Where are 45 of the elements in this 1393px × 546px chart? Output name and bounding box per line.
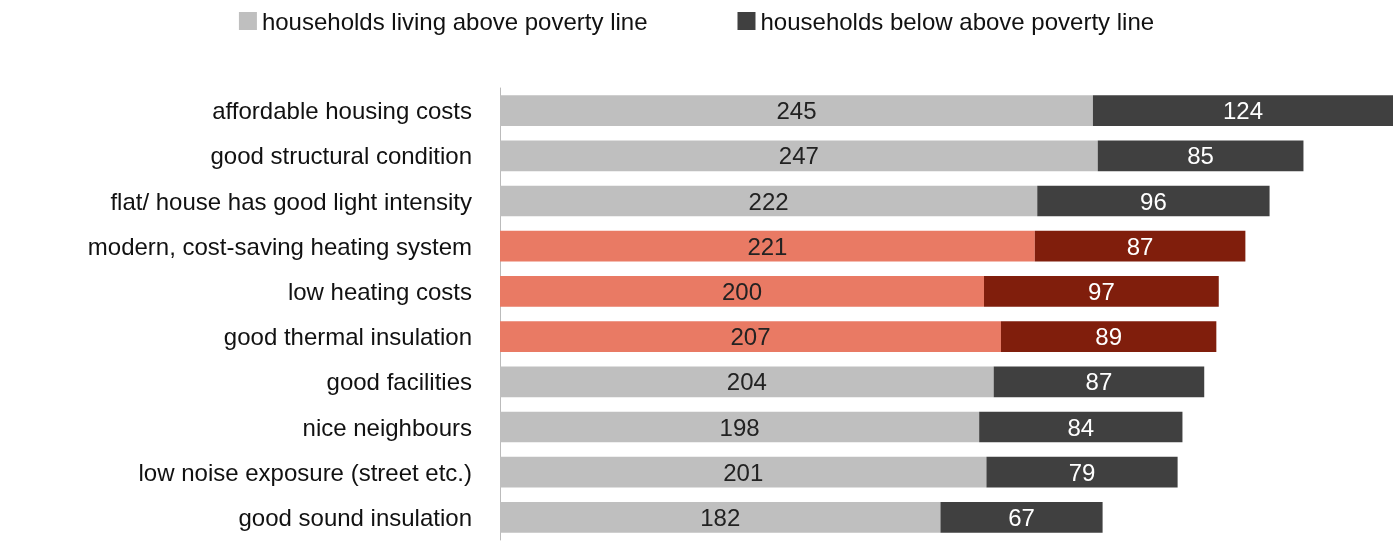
y-tick-label: modern, cost-saving heating system [87, 232, 472, 260]
y-tick-label: flat/ house has good light intensity [110, 187, 472, 215]
data-label: 200 [721, 277, 763, 305]
bar [500, 230, 1035, 262]
bar [500, 276, 985, 307]
y-tick-label: low noise exposure (street etc.) [138, 458, 472, 486]
data-label: 87 [1085, 368, 1113, 396]
data-label: 124 [1222, 97, 1263, 125]
data-label: 79 [1068, 458, 1096, 486]
data-label: 245 [776, 97, 817, 125]
y-tick-label: low heating costs [287, 277, 472, 305]
y-tick-label: good facilities [326, 368, 472, 396]
y-tick-label: nice neighbours [302, 413, 472, 441]
data-label: 96 [1140, 187, 1167, 215]
legend-label: households living above poverty line [261, 7, 648, 35]
bar [1034, 230, 1246, 262]
data-label: 182 [700, 503, 741, 531]
bar [1037, 185, 1270, 217]
data-label: 222 [748, 187, 789, 215]
bar [993, 366, 1205, 398]
bar [984, 276, 1219, 307]
bar [979, 411, 1183, 443]
data-label: 97 [1088, 277, 1115, 305]
data-label: 84 [1067, 413, 1095, 441]
legend-label: households below above poverty line [760, 7, 1155, 35]
data-label: 204 [726, 368, 767, 396]
data-label: 87 [1126, 232, 1154, 260]
bar [1097, 140, 1304, 172]
data-label: 221 [747, 232, 788, 260]
data-label: 247 [778, 142, 819, 170]
data-label: 89 [1095, 323, 1122, 351]
bar [1000, 321, 1217, 352]
data-label: 85 [1187, 142, 1214, 170]
data-label: 201 [723, 458, 764, 486]
y-tick-label: affordable housing costs [212, 97, 472, 125]
data-label: 198 [719, 413, 760, 441]
bar [986, 456, 1178, 488]
bar [1092, 95, 1393, 126]
bar [500, 321, 1001, 352]
y-tick-label: good sound insulation [238, 503, 472, 531]
data-label: 207 [730, 323, 771, 351]
y-tick-label: good structural condition [210, 142, 472, 170]
y-tick-label: good thermal insulation [223, 323, 472, 351]
data-label: 67 [1008, 503, 1035, 531]
bar [940, 502, 1103, 533]
